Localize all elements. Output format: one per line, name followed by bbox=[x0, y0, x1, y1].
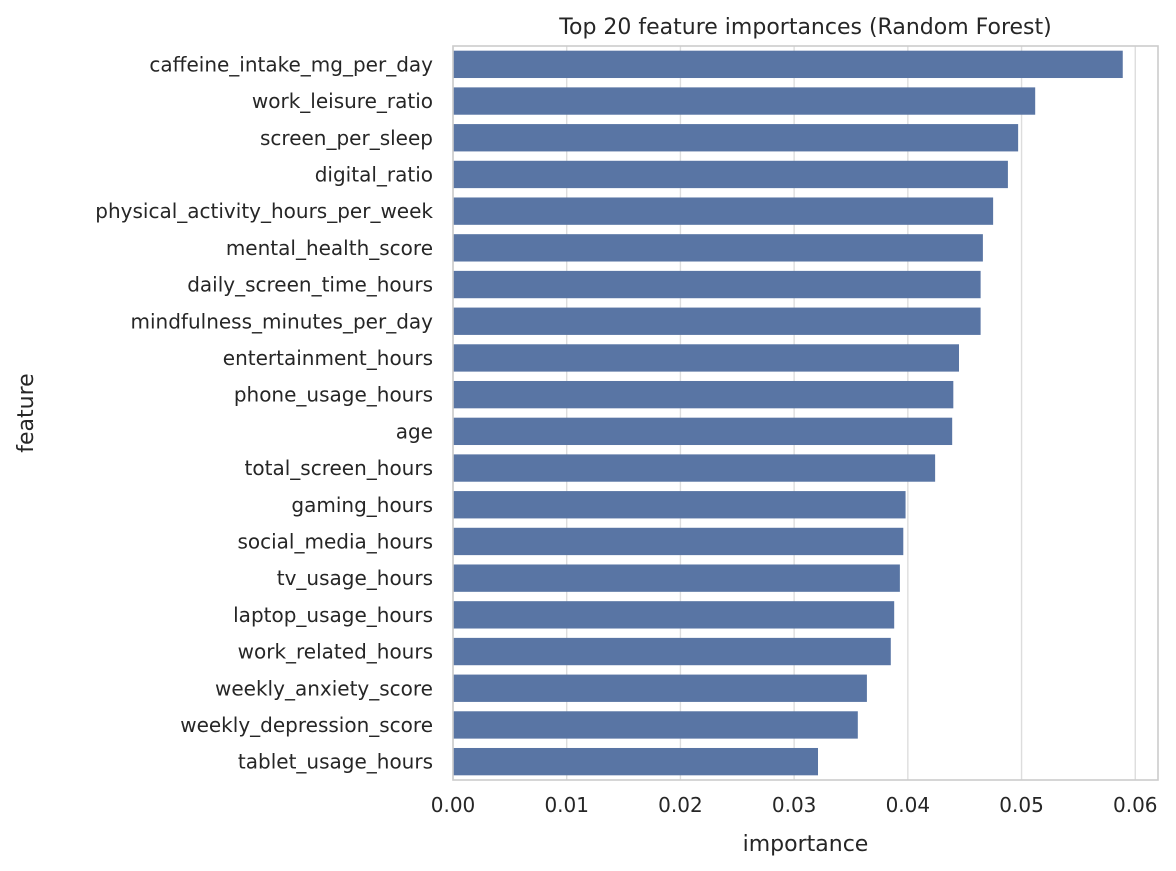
y-tick-label: tablet_usage_hours bbox=[238, 750, 433, 774]
x-tick-label: 0.02 bbox=[658, 793, 703, 817]
y-tick-label: mindfulness_minutes_per_day bbox=[131, 309, 434, 333]
y-tick-label: weekly_anxiety_score bbox=[215, 676, 433, 700]
y-tick-label: daily_screen_time_hours bbox=[187, 273, 433, 297]
plot-frame bbox=[452, 45, 1159, 781]
bar-weekly-anxiety-score bbox=[453, 674, 867, 702]
bar-phone-usage-hours bbox=[453, 380, 954, 409]
bar-tv-usage-hours bbox=[453, 564, 900, 592]
x-tick-label: 0.05 bbox=[999, 793, 1044, 817]
bar-total-screen-hours bbox=[453, 454, 936, 482]
x-tick-label: 0.06 bbox=[1113, 793, 1158, 817]
bar-physical-activity-hours-per-week bbox=[453, 197, 994, 225]
y-tick-label: gaming_hours bbox=[291, 493, 433, 517]
x-tick-label: 0.00 bbox=[431, 793, 476, 817]
y-tick-label: caffeine_intake_mg_per_day bbox=[149, 52, 433, 76]
bar-mindfulness-minutes-per-day bbox=[453, 307, 981, 335]
chart-title: Top 20 feature importances (Random Fores… bbox=[558, 15, 1051, 40]
bar-digital-ratio bbox=[453, 160, 1008, 189]
x-tick-label: 0.03 bbox=[772, 793, 817, 817]
y-tick-label: digital_ratio bbox=[315, 162, 433, 186]
bar-laptop-usage-hours bbox=[453, 601, 895, 629]
bar-work-leisure-ratio bbox=[453, 87, 1036, 115]
x-axis-label: importance bbox=[743, 832, 869, 857]
bar-layer bbox=[453, 50, 1123, 776]
y-tick-labels: caffeine_intake_mg_per_day work_leisure_r… bbox=[95, 52, 433, 773]
y-tick-label: total_screen_hours bbox=[245, 456, 433, 480]
y-tick-label: entertainment_hours bbox=[223, 346, 433, 370]
bar-screen-per-sleep bbox=[453, 124, 1019, 152]
y-tick-label: phone_usage_hours bbox=[234, 383, 433, 407]
y-tick-label: laptop_usage_hours bbox=[233, 603, 433, 627]
y-tick-label: age bbox=[396, 419, 433, 443]
bar-mental-health-score bbox=[453, 234, 983, 262]
y-tick-label: tv_usage_hours bbox=[277, 566, 433, 590]
bar-entertainment-hours bbox=[453, 344, 960, 372]
y-tick-label: social_media_hours bbox=[237, 529, 433, 553]
y-tick-label: screen_per_sleep bbox=[260, 126, 433, 150]
y-tick-label: weekly_depression_score bbox=[180, 713, 433, 737]
y-tick-label: physical_activity_hours_per_week bbox=[95, 199, 433, 223]
bar-tablet-usage-hours bbox=[453, 747, 819, 776]
y-tick-label: work_leisure_ratio bbox=[252, 89, 433, 113]
bar-daily-screen-time-hours bbox=[453, 270, 981, 299]
x-tick-label: 0.04 bbox=[886, 793, 931, 817]
grid-layer bbox=[452, 46, 1136, 780]
bar-gaming-hours bbox=[453, 491, 906, 519]
bar-work-related-hours bbox=[453, 637, 891, 666]
x-tick-label: 0.01 bbox=[544, 793, 589, 817]
y-tick-label: work_related_hours bbox=[238, 640, 433, 664]
y-tick-label: mental_health_score bbox=[226, 236, 433, 260]
bar-age bbox=[453, 417, 953, 446]
bar-caffeine-intake-mg-per-day bbox=[453, 50, 1123, 79]
y-axis-label: feature bbox=[14, 373, 39, 452]
bar-weekly-depression-score bbox=[453, 711, 858, 739]
bar-social-media-hours bbox=[453, 527, 904, 556]
x-tick-labels: 0.00 0.01 0.02 0.03 0.04 0.05 0.06 bbox=[431, 793, 1158, 817]
